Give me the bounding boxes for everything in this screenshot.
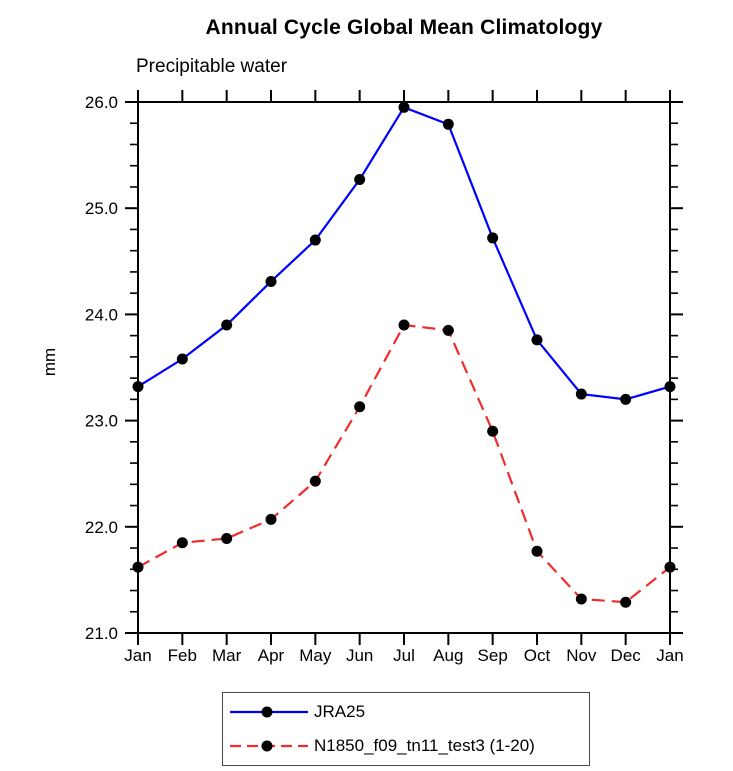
y-tick-label: 23.0 [85, 412, 118, 431]
x-tick-label: Jan [124, 646, 151, 665]
y-tick-label: 22.0 [85, 518, 118, 537]
data-point-marker [531, 545, 543, 557]
data-point-marker [531, 334, 543, 346]
legend-label: N1850_f09_tn11_test3 (1-20) [314, 736, 535, 755]
legend-marker [261, 706, 273, 718]
legend-sample-dashed-line-icon [230, 740, 308, 752]
data-point-marker [664, 381, 676, 393]
data-point-marker [132, 381, 144, 393]
data-point-marker [221, 319, 233, 331]
x-tick-label: Jul [393, 646, 415, 665]
plot-frame [137, 101, 671, 634]
x-tick-label: Feb [168, 646, 197, 665]
x-tick-label: Sep [478, 646, 508, 665]
chart-title: Annual Cycle Global Mean Climatology [205, 16, 603, 39]
x-tick-label: Jan [656, 646, 683, 665]
legend-sample-solid-line-icon [230, 706, 308, 718]
data-point-marker [442, 118, 454, 130]
series-line-1 [137, 323, 671, 604]
y-tick-label: 25.0 [85, 199, 118, 218]
x-tick-label: Aug [433, 646, 463, 665]
data-point-marker [354, 174, 366, 186]
series-line-0 [137, 105, 671, 401]
data-point-marker [265, 275, 277, 287]
x-tick-label: Jun [346, 646, 373, 665]
legend-item-n1850: N1850_f09_tn11_test3 (1-20) [227, 729, 589, 763]
data-point-marker [309, 234, 321, 246]
legend-item-jra25: JRA25 [227, 695, 589, 729]
data-point-marker [132, 561, 144, 573]
x-tick-label: Oct [524, 646, 551, 665]
data-point-marker [265, 513, 277, 525]
data-point-marker [620, 393, 632, 405]
data-point-marker [221, 532, 233, 544]
x-tick-label: Apr [258, 646, 285, 665]
data-point-marker [664, 561, 676, 573]
x-tick-label: May [299, 646, 332, 665]
data-point-marker [442, 324, 454, 336]
data-point-marker [487, 232, 499, 244]
legend-label: JRA25 [314, 702, 366, 721]
x-tick-label: Nov [566, 646, 597, 665]
data-point-marker [575, 388, 587, 400]
data-point-marker [398, 319, 410, 331]
data-point-marker [620, 596, 632, 608]
y-tick-label: 26.0 [85, 93, 118, 112]
data-point-marker [398, 101, 410, 113]
x-tick-label: Dec [611, 646, 642, 665]
legend-marker [261, 740, 273, 752]
data-point-marker [354, 401, 366, 413]
data-point-marker [309, 475, 321, 487]
y-tick-label: 21.0 [85, 624, 118, 643]
data-point-marker [176, 537, 188, 549]
data-point-marker [575, 593, 587, 605]
data-point-marker [487, 425, 499, 437]
y-tick-label: 24.0 [85, 305, 118, 324]
x-tick-label: Mar [212, 646, 242, 665]
legend: JRA25 N1850_f09_tn11_test3 (1-20) [222, 692, 590, 766]
data-point-marker [176, 353, 188, 365]
chart-subtitle: Precipitable water [136, 56, 288, 77]
